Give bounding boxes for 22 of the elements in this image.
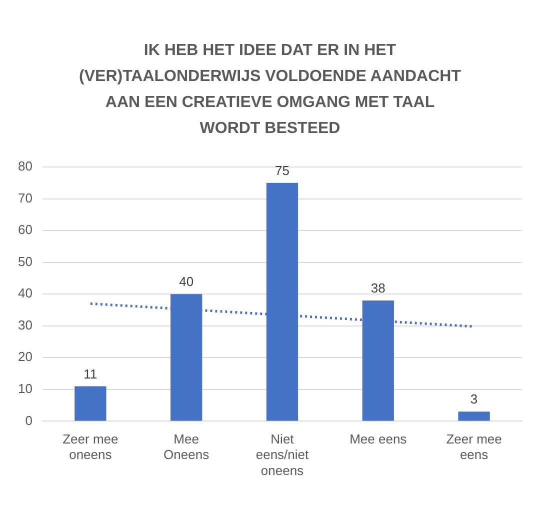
bar	[458, 412, 490, 421]
x-tick-label: Mee Oneens	[164, 432, 210, 462]
data-label: 38	[370, 280, 386, 296]
x-tick-label: Mee eens	[350, 432, 408, 447]
data-label: 11	[84, 366, 98, 382]
y-tick-label: 40	[18, 286, 32, 301]
data-label: 3	[470, 392, 478, 407]
data-label: 40	[179, 274, 194, 290]
y-tick-label: 10	[18, 381, 32, 396]
chart-title: IK HEB HET IDEE DAT ER IN HET (VER)TAALONDERWIJS VOLDOENDE AANDACHT AAN EEN CREATIEVE OMGANG MET TAAL WORDT BESTEED	[78, 41, 462, 139]
bar	[74, 386, 106, 421]
x-tick-label: Zeer mee eens	[446, 432, 502, 462]
y-tick-label: 60	[18, 222, 32, 238]
y-tick-label: 20	[18, 349, 32, 364]
y-tick-label: 70	[18, 190, 32, 206]
y-tick-label: 50	[18, 254, 32, 269]
y-tick-label: 80	[18, 158, 32, 174]
y-tick-label: 30	[18, 317, 32, 332]
x-tick-label: Zeer mee oneens	[62, 432, 118, 462]
x-tick-label: Niet eens/niet oneens	[256, 432, 309, 478]
data-label: 75	[274, 162, 290, 178]
y-tick-label: 0	[25, 412, 32, 428]
